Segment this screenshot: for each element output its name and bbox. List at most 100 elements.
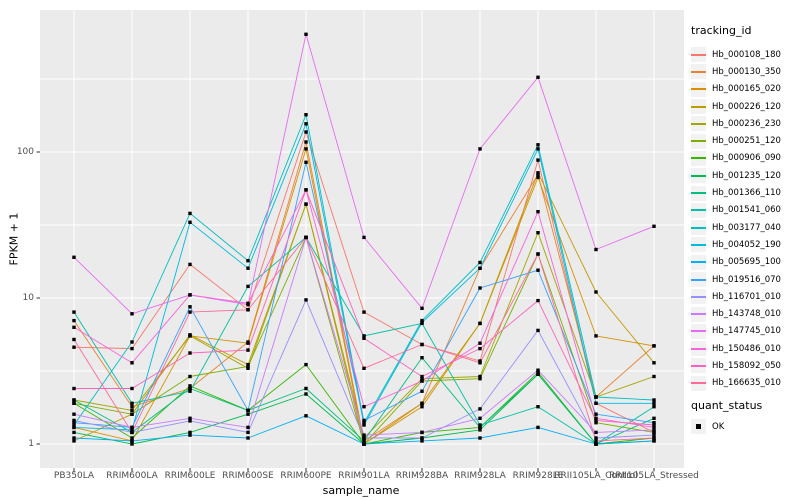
quant-point <box>594 290 598 294</box>
quant-point <box>304 130 308 134</box>
legend-key-line-icon <box>691 278 706 281</box>
quant-point <box>246 284 250 289</box>
legend-key <box>691 99 706 115</box>
legend-key <box>691 220 706 236</box>
quant-point <box>594 421 598 425</box>
quant-point <box>478 346 482 351</box>
quant-point <box>246 362 250 367</box>
legend-item-label: Hb_000108_180 <box>712 49 781 60</box>
legend-key <box>691 254 706 270</box>
legend-title: tracking_id <box>691 24 752 37</box>
legend-item-label: Hb_166635_010 <box>712 378 781 389</box>
quant-point <box>420 342 424 347</box>
quant-point <box>246 266 250 270</box>
legend-key-line-icon <box>691 174 706 177</box>
quant-point <box>652 433 656 437</box>
quant-point <box>188 351 192 355</box>
legend-key-line-icon <box>691 53 706 56</box>
legend-item-label: Hb_000251_120 <box>712 136 781 147</box>
x-tick-label: RRIM928BA <box>395 471 449 481</box>
x-tick-label: RRIM600LA <box>106 471 158 481</box>
legend-key <box>691 289 706 305</box>
legend-key <box>691 237 706 253</box>
quant-point <box>130 401 134 405</box>
legend-key <box>691 306 706 322</box>
quant-point <box>652 398 656 402</box>
quant-point <box>188 384 192 388</box>
quant-point <box>536 158 540 162</box>
quant-point <box>478 321 482 326</box>
legend-item-label: Hb_019516_070 <box>712 274 781 285</box>
legend-item-label: Hb_001541_060 <box>712 205 781 216</box>
legend-item: Hb_000108_180 <box>691 46 799 63</box>
quant-point <box>536 370 540 374</box>
quant-point <box>420 318 424 323</box>
legend-item: Hb_005695_100 <box>691 254 799 271</box>
legend-item-label: Hb_150486_010 <box>712 343 781 354</box>
quant-point <box>652 405 656 409</box>
quant-point <box>130 439 134 443</box>
quant-point <box>246 408 250 413</box>
x-tick-label: RRIM928LE <box>512 471 564 481</box>
quant-point <box>304 362 308 367</box>
quant-point <box>478 416 482 420</box>
x-tick-label: RRIM600SE <box>222 471 274 481</box>
quant-point <box>594 416 598 420</box>
quant-point <box>420 405 424 409</box>
quant-point <box>420 401 424 405</box>
quant-point <box>130 346 134 351</box>
legend-item: Hb_000130_350 <box>691 63 799 80</box>
legend-item-label: Hb_000226_120 <box>712 101 781 112</box>
quant-point <box>536 147 540 151</box>
quant-point <box>652 423 656 427</box>
quant-point <box>478 359 482 363</box>
quant-legend-items: OK <box>691 418 799 435</box>
quant-point <box>130 405 134 409</box>
quant-point <box>536 172 540 177</box>
quant-point <box>536 252 540 256</box>
quant-point <box>536 368 540 372</box>
legend-item-label: Hb_003177_040 <box>712 222 781 233</box>
quant-point <box>72 310 76 314</box>
quant-point <box>304 392 308 396</box>
legend-item-label: Hb_143748_010 <box>712 309 781 320</box>
legend-key-line-icon <box>691 192 706 195</box>
quant-point <box>72 418 76 423</box>
quant-point <box>188 374 192 379</box>
quant-point <box>304 140 308 144</box>
quant-point <box>130 361 134 365</box>
quant-point <box>304 160 308 164</box>
quant-point <box>362 433 366 437</box>
y-tick-label: 1 <box>28 438 34 449</box>
quant-point <box>130 412 134 416</box>
legend-item-label: Hb_000165_020 <box>712 84 781 95</box>
quant-point <box>72 436 76 440</box>
legend: tracking_id Hb_000108_180 Hb_000130_350 Hb… <box>691 24 799 435</box>
legend-key <box>691 375 706 391</box>
legend-item-label: Hb_001366_110 <box>712 188 781 199</box>
quant-point <box>304 113 308 117</box>
quant-point <box>652 428 656 432</box>
quant-point <box>478 341 482 345</box>
legend-item-label: Hb_116701_010 <box>712 291 781 302</box>
x-tick-label: RRIM600LE <box>164 471 216 481</box>
quant-point <box>362 336 366 340</box>
legend-key-line-icon <box>691 330 706 333</box>
legend-key <box>691 185 706 201</box>
quant-point <box>246 341 250 345</box>
legend-item: Hb_000906_090 <box>691 150 799 167</box>
legend-key-line-icon <box>691 347 706 350</box>
quant-point <box>188 419 192 423</box>
legend-key <box>691 116 706 132</box>
legend-key-line-icon <box>691 70 706 73</box>
quant-point <box>362 334 366 338</box>
quant-legend-key <box>691 419 706 435</box>
legend-key <box>691 150 706 166</box>
quant-point <box>246 348 250 352</box>
quant-point <box>362 366 366 370</box>
quant-point <box>304 32 308 36</box>
quant-point <box>652 416 656 420</box>
legend-key-line-icon <box>691 88 706 91</box>
